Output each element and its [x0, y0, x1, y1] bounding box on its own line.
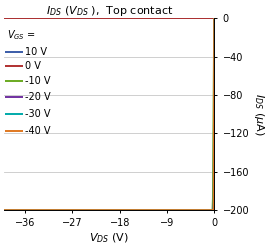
- Text: -20 V: -20 V: [25, 92, 51, 102]
- Text: -30 V: -30 V: [25, 109, 51, 119]
- X-axis label: $V_{DS}$ (V): $V_{DS}$ (V): [89, 231, 129, 245]
- Text: -40 V: -40 V: [25, 126, 51, 136]
- Text: 0 V: 0 V: [25, 61, 41, 71]
- Text: $V_{GS}$ =: $V_{GS}$ =: [7, 29, 36, 43]
- Text: 10 V: 10 V: [25, 47, 47, 57]
- Text: -10 V: -10 V: [25, 76, 51, 86]
- Y-axis label: $I_{DS}$ ($\mu$A): $I_{DS}$ ($\mu$A): [252, 93, 266, 135]
- Title: $I_{DS}$ ($V_{DS}$ ),  Top contact: $I_{DS}$ ($V_{DS}$ ), Top contact: [46, 4, 173, 18]
